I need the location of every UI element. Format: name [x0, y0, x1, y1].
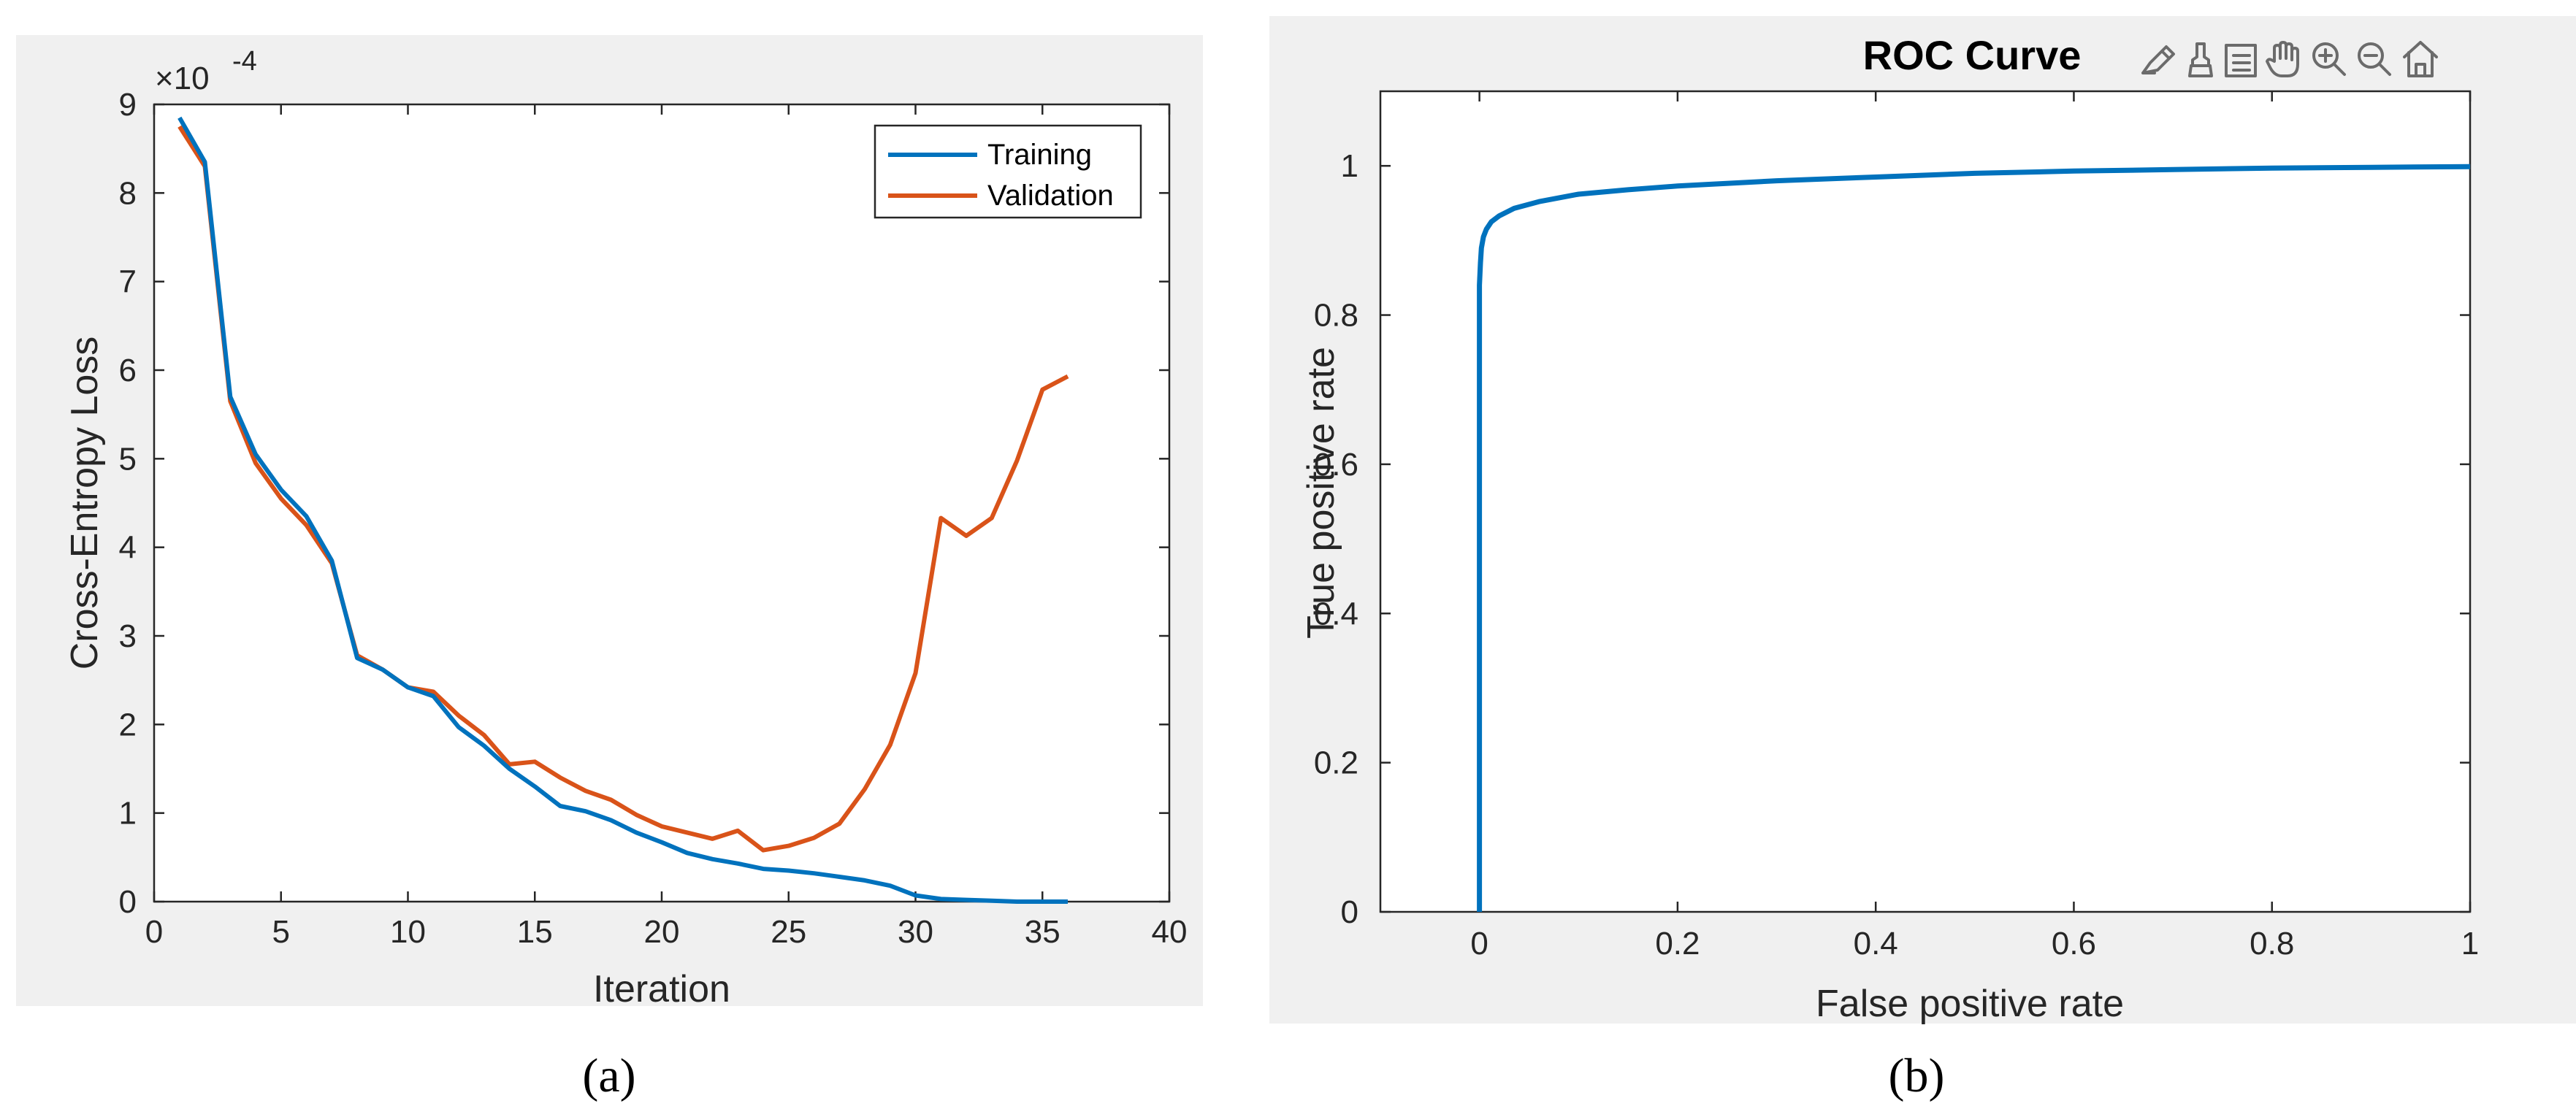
roc-x-tick-label: 0.8 — [2250, 926, 2294, 961]
roc-y-tick-label: 0.8 — [1314, 298, 1358, 334]
caption-a: (a) — [582, 1049, 635, 1102]
brush-icon[interactable] — [2188, 42, 2213, 77]
roc-title: ROC Curve — [1863, 32, 2082, 78]
loss-y-tick-label: 1 — [119, 796, 137, 832]
zoom-out-icon[interactable] — [2358, 42, 2391, 76]
roc-axes — [1379, 90, 2472, 913]
loss-x-tick-label: 40 — [1152, 914, 1188, 950]
zoom-in-icon[interactable] — [2312, 42, 2346, 76]
roc-y-tick-label: 1 — [1341, 148, 1358, 184]
loss-axes — [153, 103, 1171, 903]
loss-x-tick-label: 5 — [272, 914, 290, 950]
home-icon[interactable] — [2403, 41, 2438, 77]
loss-x-tick-label: 25 — [771, 914, 806, 950]
caption-b: (b) — [1889, 1049, 1945, 1102]
loss-x-tick-label: 20 — [644, 914, 680, 950]
roc-x-tick-label: 1 — [2461, 926, 2479, 961]
loss-y-tick-label: 8 — [119, 175, 137, 211]
loss-y-tick-label: 2 — [119, 707, 137, 742]
roc-x-tick-label: 0.6 — [2052, 926, 2096, 961]
loss-legend: Training Validation — [874, 124, 1142, 219]
panel-b: 0 0.2 0.4 0.6 0.8 1 0 0.2 0.4 0.6 0.8 1 ROC Curve F… — [1269, 16, 2576, 1102]
roc-y-axis-label: True positive rate — [1300, 347, 1342, 639]
loss-y-tick-label: 4 — [119, 530, 137, 566]
loss-y-tick-label: 7 — [119, 264, 137, 300]
data-tips-icon[interactable] — [2141, 45, 2175, 74]
legend-validation-label: Validation — [987, 180, 1114, 212]
loss-y-tick-label: 5 — [119, 441, 137, 477]
roc-curve-line — [1477, 164, 2471, 912]
loss-x-tick-label: 0 — [145, 914, 163, 950]
panel-a: 0 5 10 15 20 25 30 35 40 0 1 2 3 4 5 6 7 8 9 ×10 -4 Iterat… — [16, 35, 1203, 1102]
legend-training-label: Training — [987, 139, 1092, 171]
loss-y-tick-label: 0 — [119, 884, 137, 920]
loss-exponent-power: -4 — [232, 46, 257, 77]
loss-ticks: 0 5 10 15 20 25 30 35 40 0 1 2 3 4 5 6 7 8 9 — [119, 87, 1188, 950]
loss-y-tick-label: 9 — [119, 87, 137, 123]
roc-x-tick-label: 0 — [1470, 926, 1488, 961]
loss-lines — [177, 116, 1069, 904]
legend-box — [874, 124, 1142, 219]
loss-y-tick-label: 6 — [119, 353, 137, 388]
roc-y-tick-label: 0.4 — [1314, 596, 1358, 632]
roc-x-tick-label: 0.4 — [1854, 926, 1898, 961]
loss-exponent-base: ×10 — [155, 61, 210, 96]
training-loss-line — [177, 116, 1068, 904]
roc-x-tick-label: 0.2 — [1655, 926, 1700, 961]
pan-hand-icon[interactable] — [2266, 41, 2299, 77]
loss-x-axis-label: Iteration — [593, 968, 730, 1010]
loss-y-tick-label: 3 — [119, 618, 137, 654]
roc-y-tick-label: 0.2 — [1314, 745, 1358, 781]
loss-x-tick-label: 30 — [898, 914, 933, 950]
loss-x-tick-label: 10 — [390, 914, 426, 950]
roc-ticks: 0 0.2 0.4 0.6 0.8 1 0 0.2 0.4 0.6 0.8 1 — [1314, 91, 2479, 961]
roc-x-axis-label: False positive rate — [1816, 983, 2124, 1025]
legend-toggle-icon[interactable] — [2225, 44, 2257, 77]
loss-x-tick-label: 15 — [517, 914, 553, 950]
roc-lines — [1477, 164, 2471, 912]
loss-x-tick-label: 35 — [1025, 914, 1060, 950]
loss-y-axis-label: Cross-Entropy Loss — [64, 337, 106, 670]
roc-y-tick-label: 0 — [1341, 894, 1358, 930]
roc-y-tick-label: 0.6 — [1314, 447, 1358, 483]
axes-toolbar — [2141, 41, 2438, 77]
